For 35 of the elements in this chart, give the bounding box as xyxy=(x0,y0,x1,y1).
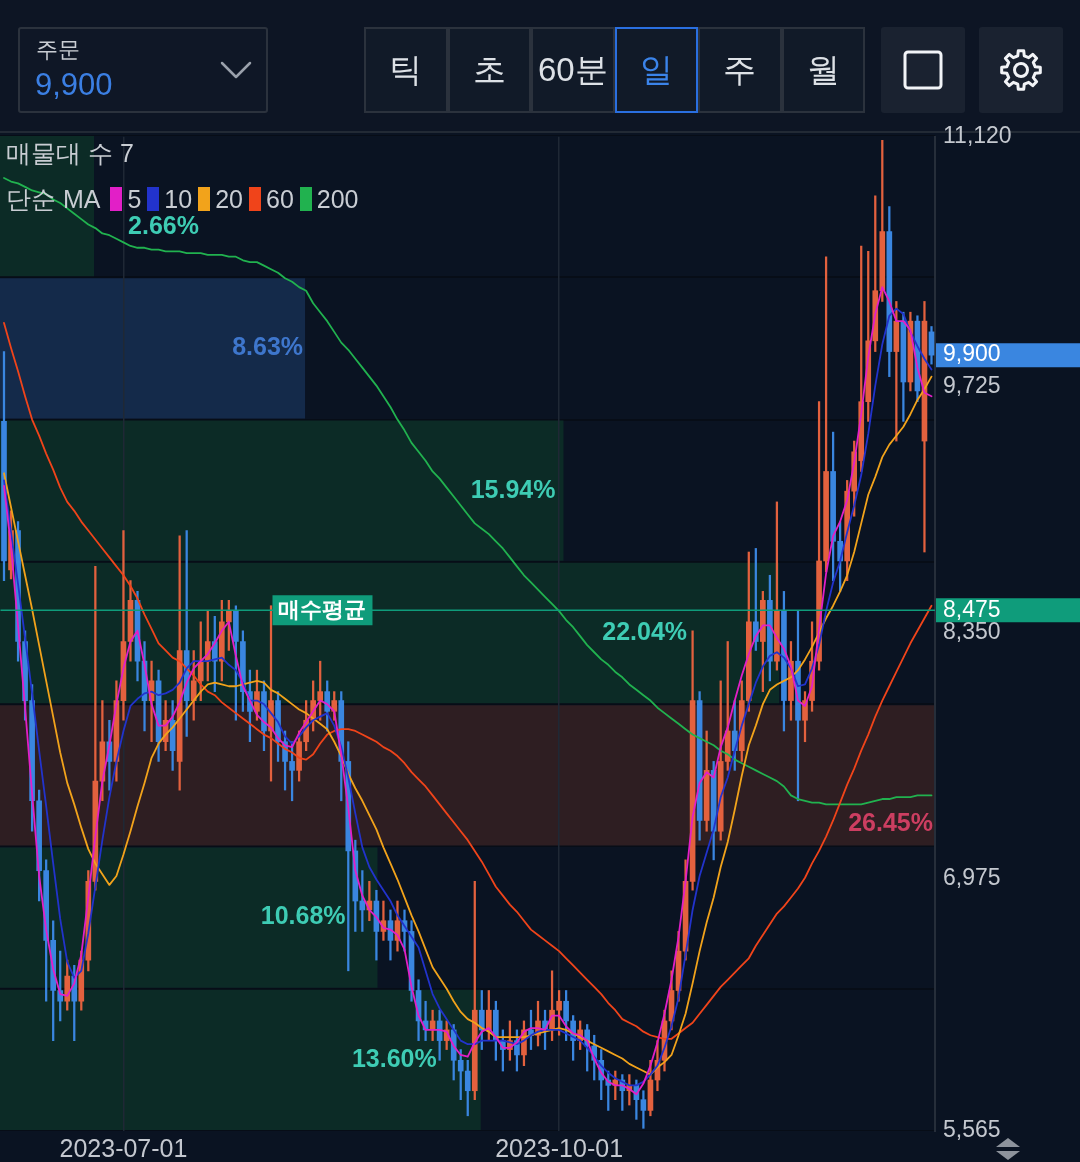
y-tick-label: 8,475 xyxy=(943,595,1001,622)
data-label: 13.60% xyxy=(351,1043,437,1072)
bar xyxy=(0,847,378,988)
y-tick-label: 6,975 xyxy=(943,863,1001,890)
data-label: 22.04% xyxy=(602,616,688,645)
y-tick-label: 9,900 xyxy=(943,340,1001,367)
data-label: 8.63% xyxy=(232,332,304,361)
data-label: 2.66% xyxy=(128,211,199,240)
chart-title: 매물대 수 7 xyxy=(6,139,134,167)
candlestick xyxy=(640,1090,647,1129)
y-tick-label: 9,725 xyxy=(943,371,1001,398)
tab: 월 xyxy=(781,27,865,113)
legend-label: 200 xyxy=(316,185,359,213)
legend-label: 60 xyxy=(265,185,294,213)
tab: 60분 xyxy=(531,27,615,113)
tab: 주 xyxy=(698,27,782,113)
legend-label: 20 xyxy=(215,185,243,213)
legend-label: 10 xyxy=(164,185,193,213)
y-tick-label: 11,120 xyxy=(943,122,1012,149)
bar xyxy=(0,420,564,561)
bar xyxy=(0,278,306,419)
legend-label: 5 xyxy=(127,185,142,213)
data-label: 10.68% xyxy=(260,901,346,930)
x-tick-label: 2023-10-01 xyxy=(495,1133,624,1162)
data-label: 26.45% xyxy=(848,808,933,837)
tab: 초 xyxy=(447,27,531,113)
data-label: 15.94% xyxy=(470,474,556,503)
bar xyxy=(0,989,481,1130)
dropdown-field: 주문 9,900 xyxy=(18,27,268,113)
ref-line-label: 매수평균 xyxy=(278,597,367,623)
tab: 틱 xyxy=(364,27,448,113)
tab: 일 xyxy=(614,27,698,113)
y-tick-label: 5,565 xyxy=(943,1116,1001,1143)
legend-title: 단순 MA xyxy=(6,185,101,213)
x-tick-label: 2023-07-01 xyxy=(59,1133,188,1162)
